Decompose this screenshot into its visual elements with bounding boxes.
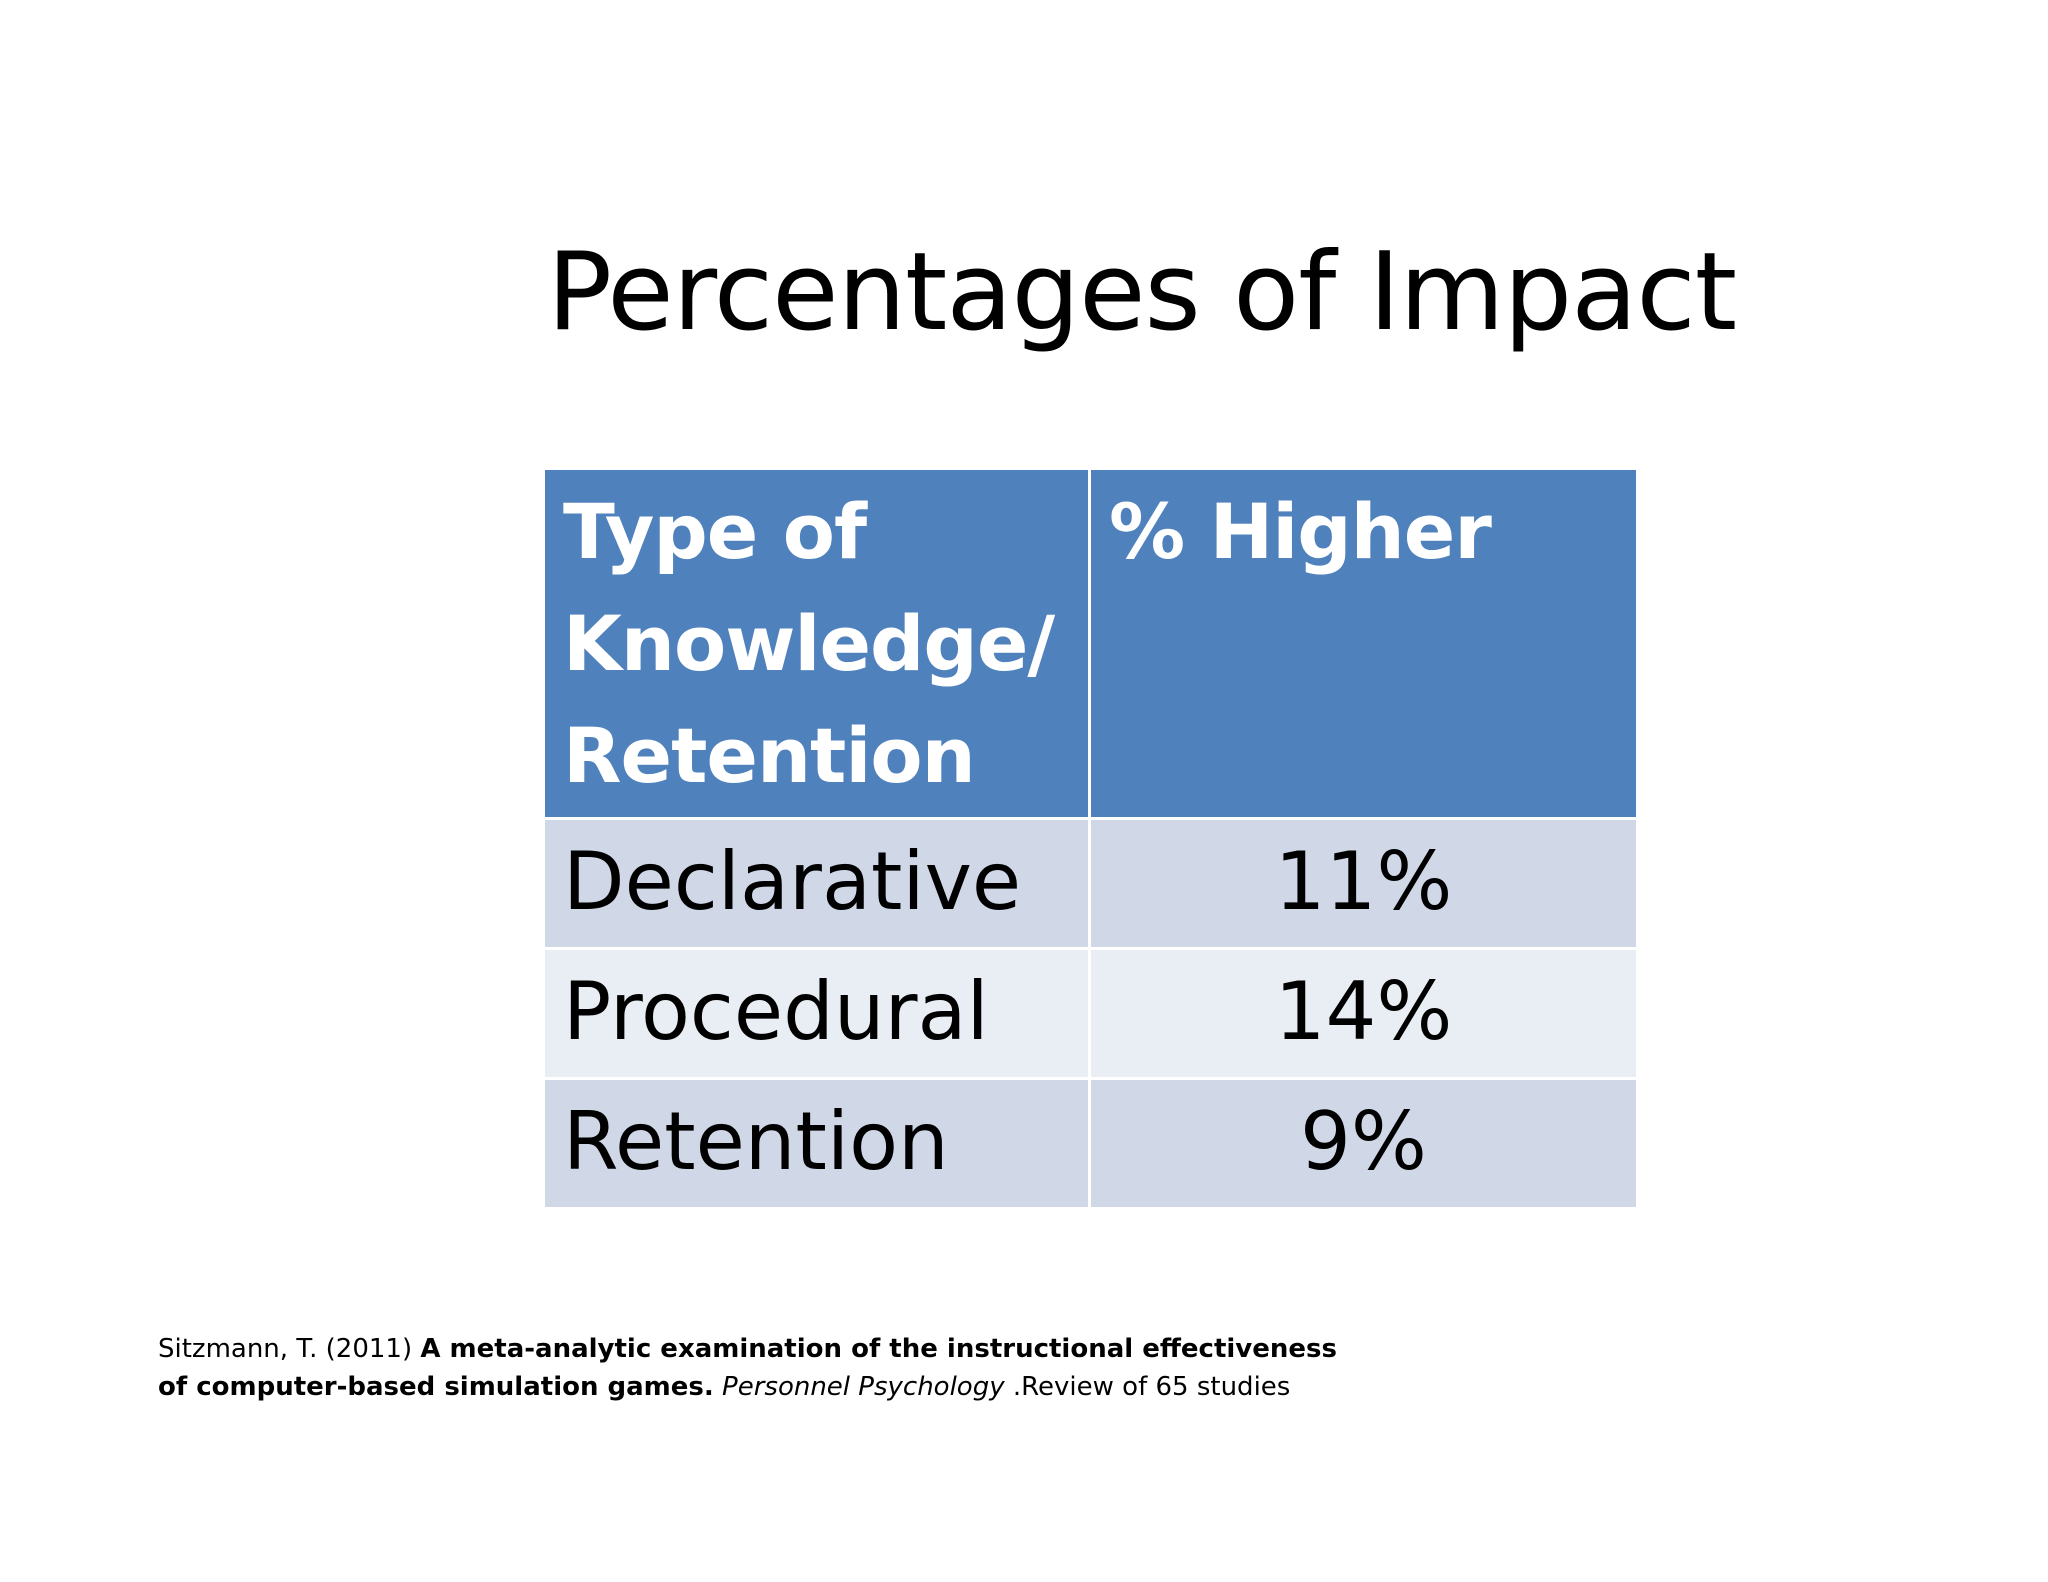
- citation-note: .Review of 65 studies: [1004, 1372, 1291, 1402]
- citation-line-1: Sitzmann, T. (2011) A meta-analytic exam…: [158, 1330, 1358, 1368]
- table-header-row: Type of Knowledge/ Retention % Higher: [542, 467, 1639, 820]
- citation-line-2: of computer-based simulation games. Pers…: [158, 1368, 1358, 1406]
- header-percent-higher: % Higher: [1088, 467, 1639, 820]
- header-type-line-3: Retention: [563, 711, 976, 800]
- type-cell: Retention: [542, 1077, 1091, 1210]
- citation-title-part-2: of computer-based simulation games.: [158, 1372, 714, 1402]
- value-cell: 11%: [1088, 817, 1639, 950]
- table-row: Declarative 11%: [542, 817, 1639, 950]
- header-type-line-1: Type of: [563, 487, 867, 576]
- citation-journal: Personnel Psychology: [722, 1372, 1005, 1402]
- type-cell: Declarative: [542, 817, 1091, 950]
- type-cell: Procedural: [542, 947, 1091, 1080]
- value-cell: 14%: [1088, 947, 1639, 1080]
- header-type-of-knowledge: Type of Knowledge/ Retention: [542, 467, 1091, 820]
- impact-table: Type of Knowledge/ Retention % Higher De…: [542, 467, 1639, 1210]
- table-row: Retention 9%: [542, 1077, 1639, 1210]
- citation-author: Sitzmann, T. (2011): [158, 1334, 421, 1364]
- citation: Sitzmann, T. (2011) A meta-analytic exam…: [158, 1330, 1358, 1406]
- citation-title-part-1: A meta-analytic examination of the instr…: [420, 1334, 1337, 1364]
- value-cell: 9%: [1088, 1077, 1639, 1210]
- table-row: Procedural 14%: [542, 947, 1639, 1080]
- slide-title: Percentages of Impact: [547, 230, 1737, 355]
- header-type-line-2: Knowledge/: [563, 599, 1055, 688]
